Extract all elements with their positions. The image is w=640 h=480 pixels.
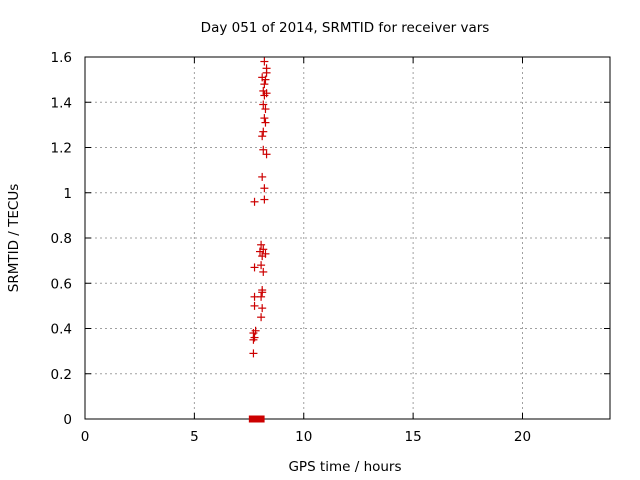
data-point xyxy=(261,105,270,114)
data-point xyxy=(249,329,258,338)
y-tick-label: 1.6 xyxy=(51,50,72,66)
data-point xyxy=(257,292,266,301)
data-point xyxy=(261,118,270,127)
y-tick-label: 0.6 xyxy=(51,276,72,292)
data-points xyxy=(248,57,271,423)
y-tick-label: 0.2 xyxy=(51,367,72,383)
x-tick-label: 20 xyxy=(514,429,531,445)
data-point xyxy=(257,261,266,270)
data-point xyxy=(250,263,259,272)
y-tick-label: 1.2 xyxy=(51,141,72,157)
data-point-zero xyxy=(253,415,261,423)
data-point-zero xyxy=(257,415,265,423)
data-point xyxy=(257,240,266,249)
y-tick-label: 1 xyxy=(63,186,72,202)
data-point xyxy=(259,100,268,109)
x-tick-label: 5 xyxy=(190,429,199,445)
y-tick-label: 0.8 xyxy=(51,231,72,247)
data-point xyxy=(260,80,269,89)
grid xyxy=(85,57,610,419)
x-axis-label: GPS time / hours xyxy=(288,459,401,475)
y-axis-label: SRMTID / TECUs xyxy=(6,184,22,292)
data-point xyxy=(250,301,259,310)
data-point xyxy=(257,313,266,322)
data-point-zero xyxy=(248,415,256,423)
data-point xyxy=(258,252,267,261)
data-point xyxy=(260,57,269,66)
data-point xyxy=(262,150,271,159)
data-point xyxy=(262,68,271,77)
data-point xyxy=(260,114,269,123)
ticks: 0 5 10 15 20 0 0.2 0.4 0.6 0.8 1 1.2 1.4 1.6 xyxy=(51,50,610,445)
y-tick-label: 0 xyxy=(63,412,72,428)
data-point xyxy=(258,132,267,141)
data-point xyxy=(258,172,267,181)
data-point xyxy=(260,91,269,100)
data-point xyxy=(259,145,268,154)
data-point xyxy=(256,247,264,256)
data-point xyxy=(250,197,259,206)
x-tick-label: 10 xyxy=(295,429,312,445)
y-tick-label: 1.4 xyxy=(51,95,72,111)
data-point xyxy=(261,75,270,84)
y-tick-label: 0.4 xyxy=(51,322,72,338)
data-point xyxy=(260,184,269,193)
data-point xyxy=(258,288,267,297)
data-point xyxy=(258,304,267,313)
data-point xyxy=(259,127,268,136)
chart-title: Day 051 of 2014, SRMTID for receiver var… xyxy=(201,20,490,36)
data-point xyxy=(259,267,268,276)
x-tick-label: 0 xyxy=(81,429,90,445)
data-point xyxy=(249,349,258,358)
data-point xyxy=(260,195,269,204)
x-tick-label: 15 xyxy=(405,429,422,445)
data-point xyxy=(249,335,258,344)
